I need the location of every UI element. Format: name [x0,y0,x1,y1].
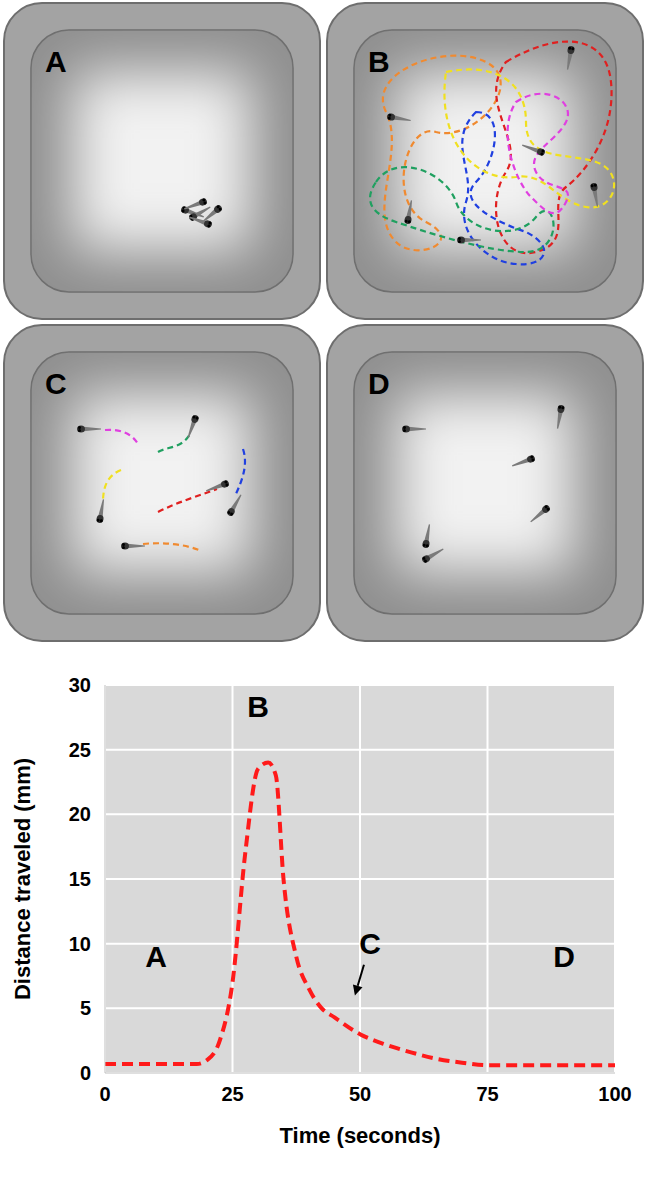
svg-text:0: 0 [99,1083,110,1105]
svg-text:50: 50 [349,1083,371,1105]
svg-text:10: 10 [69,933,91,955]
svg-text:75: 75 [476,1083,498,1105]
svg-text:B: B [247,690,269,723]
svg-text:D: D [553,940,575,973]
svg-text:C: C [359,927,381,960]
svg-text:C: C [45,367,67,400]
svg-text:Distance traveled (mm): Distance traveled (mm) [10,758,35,1000]
svg-text:Time (seconds): Time (seconds) [280,1123,441,1148]
svg-text:0: 0 [80,1062,91,1084]
svg-text:20: 20 [69,803,91,825]
svg-text:5: 5 [80,997,91,1019]
svg-text:B: B [368,45,390,78]
svg-text:A: A [145,940,167,973]
svg-text:15: 15 [69,868,91,890]
svg-text:100: 100 [598,1083,631,1105]
svg-text:D: D [368,367,390,400]
svg-text:A: A [45,45,67,78]
svg-text:25: 25 [221,1083,243,1105]
svg-text:30: 30 [69,674,91,696]
svg-text:25: 25 [69,739,91,761]
